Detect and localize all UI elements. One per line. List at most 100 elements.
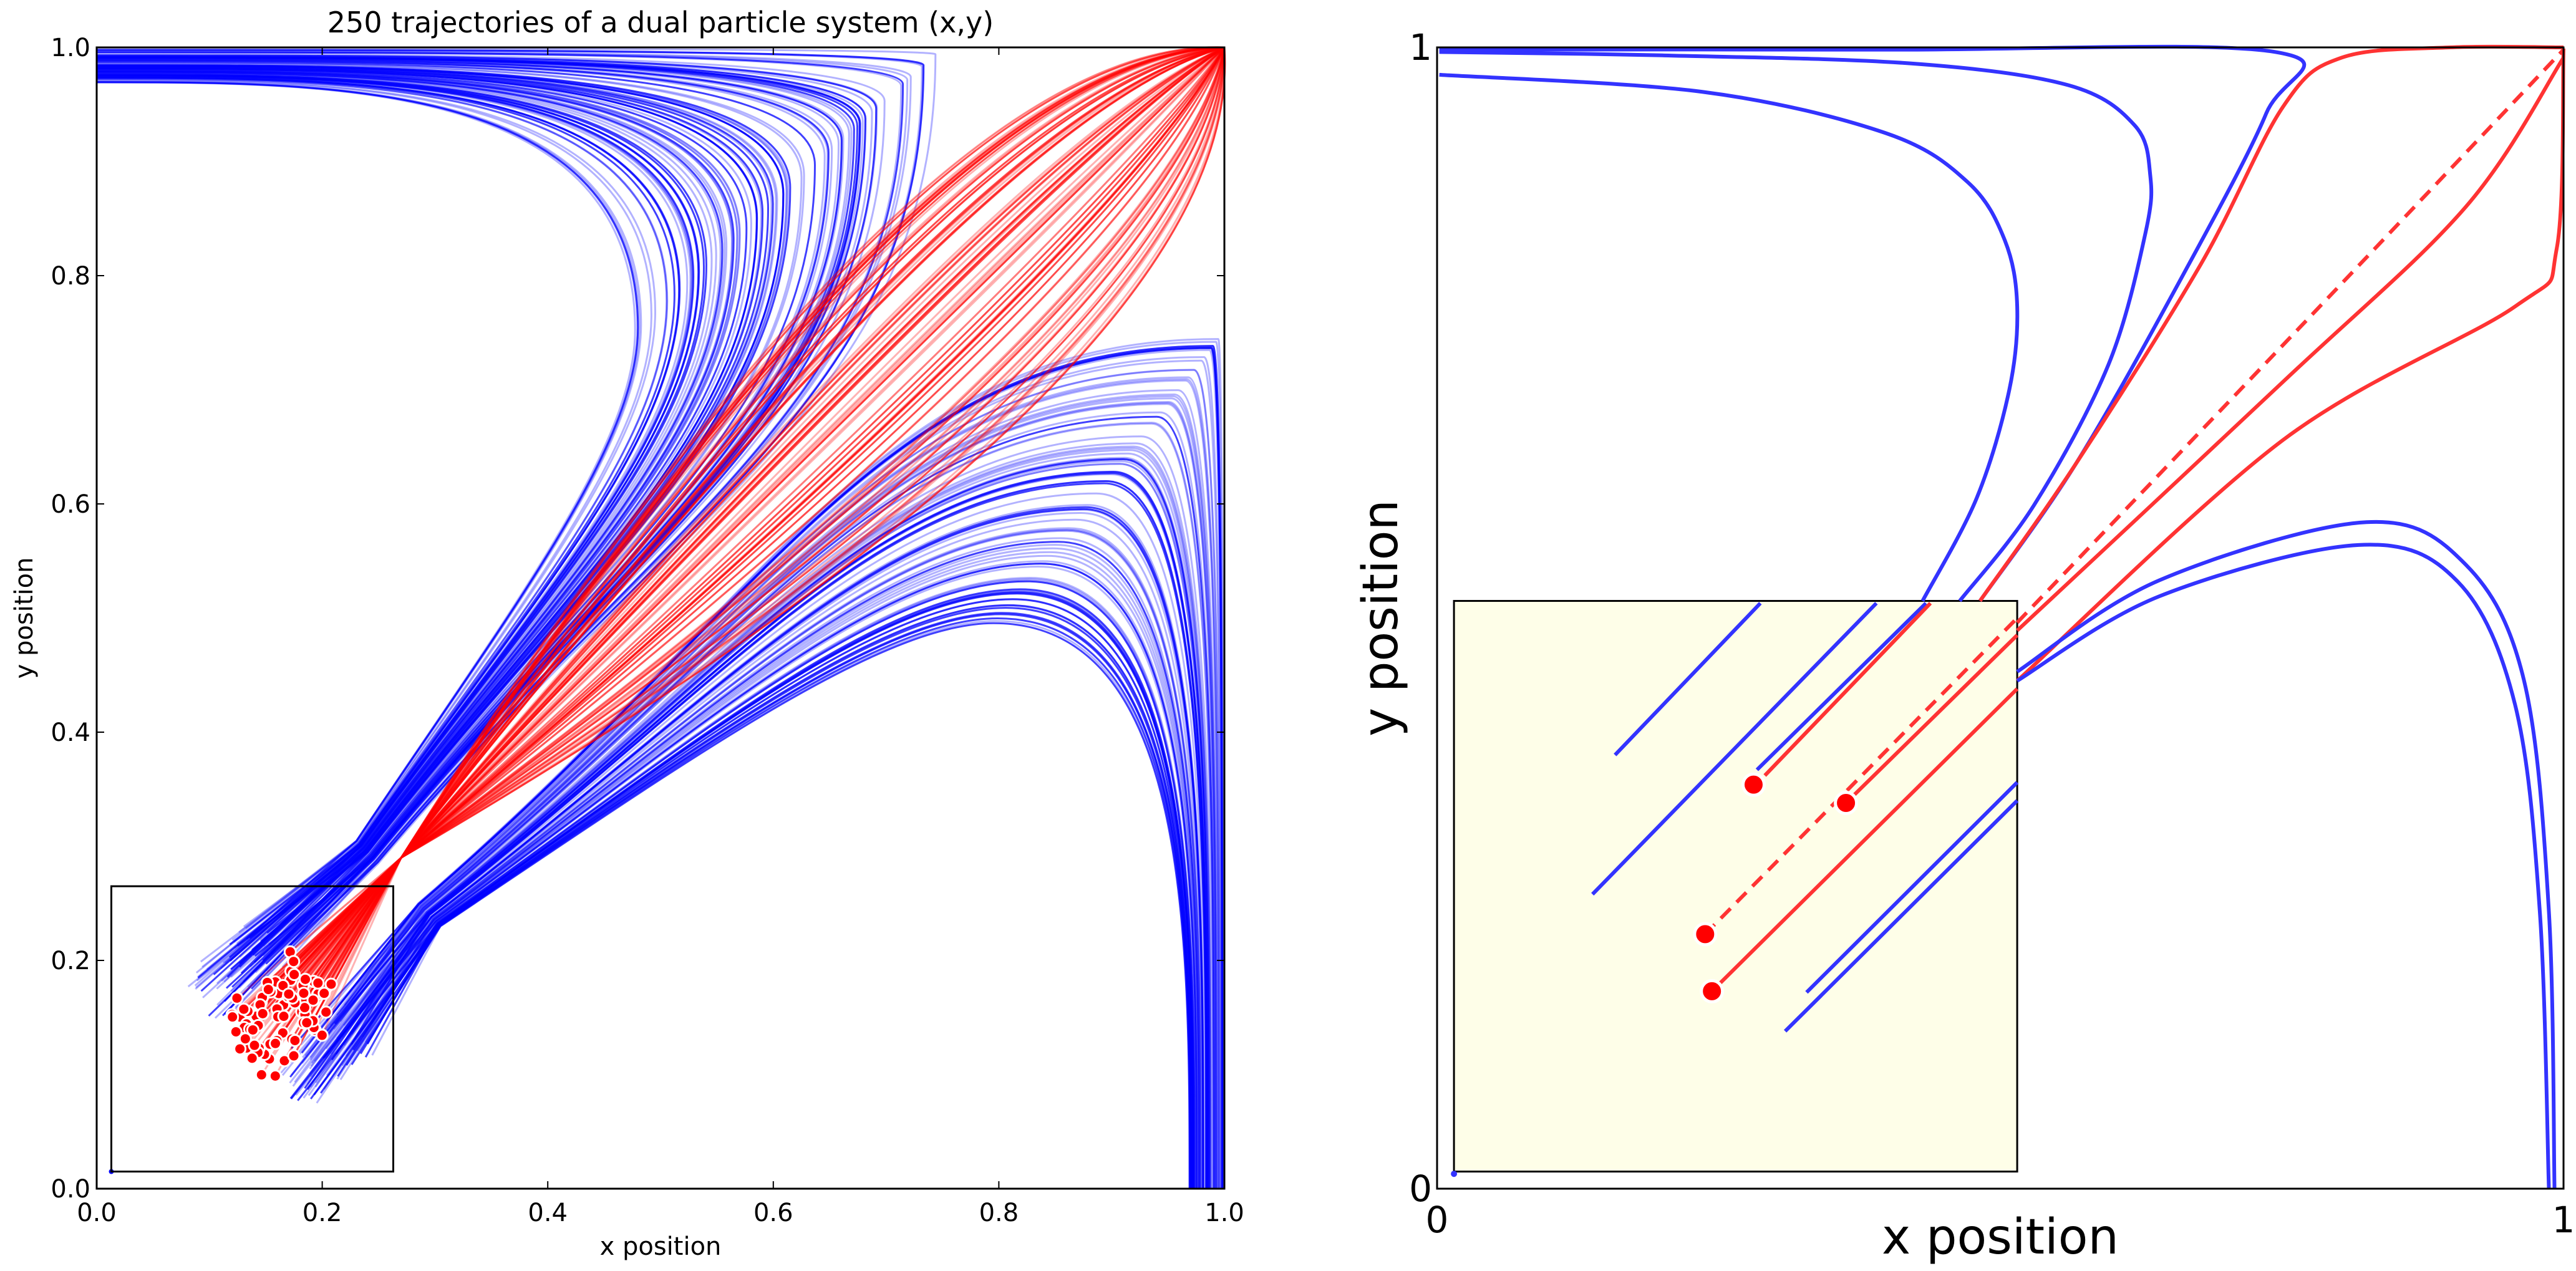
trajectory-line bbox=[289, 447, 1211, 1189]
trajectory-line bbox=[249, 46, 1225, 1030]
trajectory-line bbox=[1710, 687, 2019, 993]
trajectory-line bbox=[315, 560, 1198, 1189]
trajectory-line bbox=[2016, 520, 2557, 1189]
start-point-marker bbox=[311, 976, 325, 990]
trajectory-line bbox=[323, 47, 1226, 994]
x-tick-label: 0.8 bbox=[979, 1199, 1019, 1227]
trajectory-line bbox=[324, 397, 1218, 1189]
trajectory-line bbox=[302, 400, 1217, 1189]
start-point-marker bbox=[230, 991, 244, 1005]
dashed-trajectory-line bbox=[2015, 48, 2565, 624]
trajectory-line bbox=[243, 46, 1225, 1028]
trajectory-line bbox=[1783, 799, 2019, 1033]
trajectory-line bbox=[235, 46, 1225, 1033]
trajectory-line bbox=[293, 46, 1225, 975]
start-point-marker bbox=[254, 1068, 268, 1081]
trajectory-line bbox=[294, 46, 1226, 1003]
trajectory-line bbox=[332, 435, 1213, 1189]
trajectory-line bbox=[283, 47, 1226, 1061]
trajectory-line bbox=[96, 73, 708, 939]
trajectory-line bbox=[96, 74, 700, 978]
trajectory-line bbox=[96, 75, 689, 988]
trajectory-line bbox=[364, 529, 1202, 1189]
trajectory-line bbox=[96, 75, 694, 975]
start-point-marker bbox=[288, 968, 301, 982]
trajectory-line bbox=[96, 75, 692, 964]
trajectory-line bbox=[312, 47, 1226, 1001]
left-chart-title: 250 trajectories of a dual particle syst… bbox=[327, 6, 994, 39]
trajectory-line bbox=[336, 578, 1196, 1189]
trajectory-line bbox=[96, 67, 764, 947]
trajectory-line bbox=[301, 402, 1217, 1189]
trajectory-line bbox=[251, 47, 1226, 1059]
start-point-marker bbox=[261, 983, 275, 997]
start-point-marker bbox=[237, 1002, 251, 1016]
left-panel: 250 trajectories of a dual particle syst… bbox=[10, 6, 1244, 1261]
trajectory-line bbox=[293, 47, 1226, 1056]
trajectory-line bbox=[96, 70, 734, 982]
trajectory-line bbox=[321, 445, 1212, 1189]
trajectory-line bbox=[253, 46, 1225, 1046]
x-tick-label: 0.6 bbox=[753, 1199, 793, 1227]
x-tick-label: 0.0 bbox=[77, 1199, 117, 1227]
start-point-marker bbox=[319, 1005, 333, 1019]
trajectory-line bbox=[274, 47, 1226, 1077]
trajectory-line bbox=[231, 46, 1225, 1018]
trajectory-line bbox=[310, 492, 1206, 1189]
trajectory-line bbox=[323, 442, 1212, 1189]
y-tick-label: 1 bbox=[1409, 26, 1432, 69]
trajectory-line bbox=[96, 60, 829, 968]
trajectory-line bbox=[325, 47, 1226, 1013]
trajectory-line bbox=[337, 580, 1196, 1189]
trajectory-line bbox=[96, 66, 773, 939]
trajectory-line bbox=[247, 46, 1225, 1012]
trajectory-line bbox=[283, 46, 1226, 1017]
trajectory-line bbox=[96, 78, 668, 987]
trajectory-line bbox=[96, 49, 923, 1010]
trajectory-line bbox=[291, 47, 1226, 999]
trajectory-line bbox=[307, 563, 1198, 1189]
start-point-marker bbox=[300, 1016, 314, 1030]
start-point-marker bbox=[246, 1023, 259, 1037]
trajectory-line bbox=[1591, 602, 1878, 896]
x-tick-label: 0.4 bbox=[528, 1199, 568, 1227]
trajectory-line bbox=[246, 46, 1225, 1049]
trajectory-line bbox=[231, 46, 1225, 1015]
trajectory-line bbox=[96, 51, 909, 1019]
trajectory-line bbox=[334, 458, 1210, 1189]
trajectory-line bbox=[96, 51, 904, 990]
y-tick-label: 0.2 bbox=[51, 947, 90, 975]
trajectory-line bbox=[269, 47, 1226, 1045]
start-point-marker bbox=[315, 1028, 329, 1042]
trajectory-line bbox=[2016, 56, 2565, 632]
trajectory-line bbox=[304, 46, 1225, 980]
trajectory-line bbox=[258, 47, 1226, 1049]
y-tick-label: 0.6 bbox=[51, 490, 90, 519]
start-point-marker bbox=[1700, 979, 1725, 1003]
right-start-points bbox=[1451, 772, 1859, 1177]
trajectory-line bbox=[96, 64, 792, 1002]
trajectory-line bbox=[331, 506, 1204, 1189]
y-tick-label: 0.0 bbox=[51, 1175, 90, 1204]
trajectory-line bbox=[1439, 72, 2020, 602]
trajectory-line bbox=[243, 46, 1225, 1010]
trajectory-line bbox=[96, 76, 681, 979]
trajectory-line bbox=[304, 47, 1226, 1008]
x-tick-label: 0.2 bbox=[303, 1199, 342, 1227]
left-x-axis-label: x position bbox=[600, 1232, 722, 1261]
trajectory-line bbox=[1844, 634, 2019, 805]
trajectory-line bbox=[246, 46, 1225, 1045]
x-tick-label: 1.0 bbox=[1204, 1199, 1244, 1227]
start-point-marker bbox=[1693, 922, 1718, 947]
trajectory-line bbox=[96, 56, 859, 1017]
y-tick-label: 0.4 bbox=[51, 718, 90, 747]
trajectory-line bbox=[1614, 602, 1762, 756]
left-ticks: 0.0 0.2 0.4 0.6 0.8 1.0 0.0 0.2 0.4 0.6 0.8 1.0 bbox=[51, 34, 1244, 1227]
trajectory-line bbox=[96, 79, 652, 928]
trajectory-line bbox=[1763, 602, 1932, 777]
start-point-marker bbox=[238, 1032, 252, 1046]
trajectory-line bbox=[96, 53, 886, 945]
trajectory-line bbox=[1755, 602, 1927, 771]
trajectory-line bbox=[301, 346, 1223, 1189]
left-y-axis-label: y position bbox=[10, 558, 39, 679]
